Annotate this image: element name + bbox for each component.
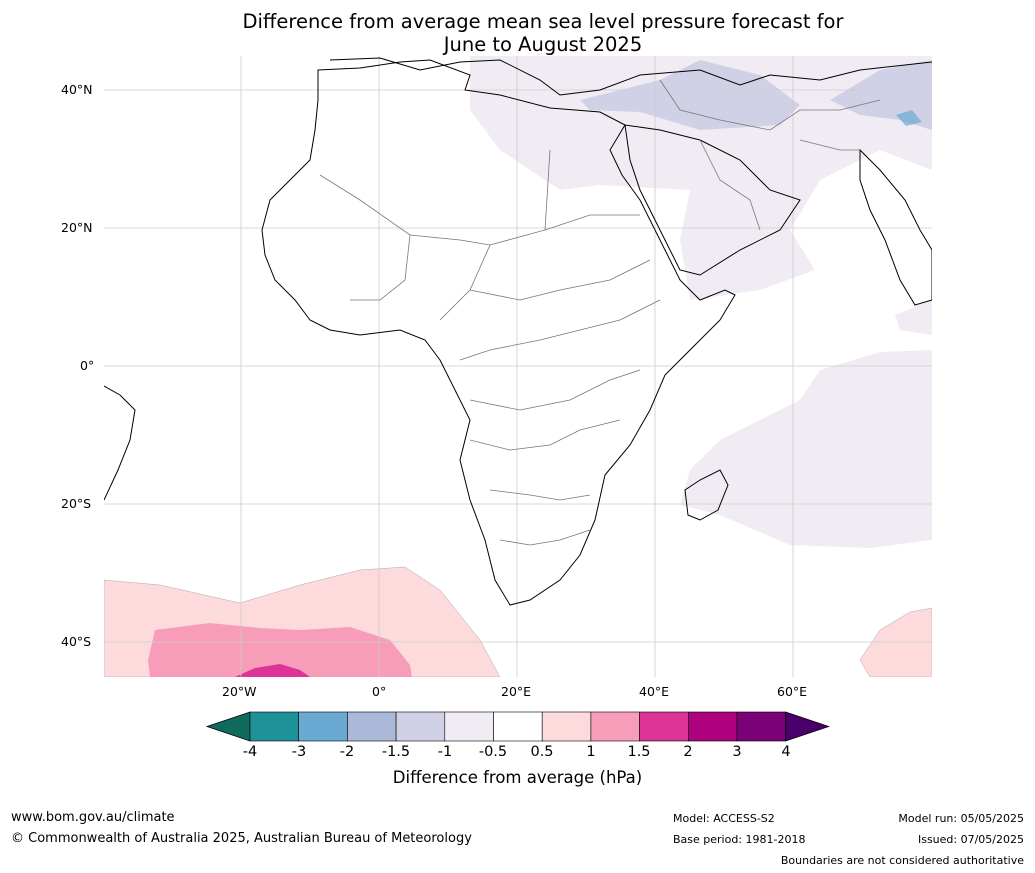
coastlines [104, 57, 932, 606]
anomaly-region-north-low [470, 56, 932, 300]
colorbar-tick: -2 [339, 744, 355, 760]
colorbar-swatch [493, 711, 543, 742]
model-run-date: Model run: 05/05/2025 [898, 812, 1024, 825]
base-period: Base period: 1981-2018 [673, 833, 806, 846]
lat-label-0: 0° [80, 358, 95, 373]
anomaly-region-south-atlantic-high-core [148, 623, 412, 677]
anomaly-region-indian-ocean-low [680, 350, 932, 548]
website-link[interactable]: www.bom.gov.au/climate [11, 810, 175, 825]
europe-coastline [329, 57, 932, 96]
colorbar-label: Difference from average (hPa) [392, 768, 643, 787]
colorbar-swatch [249, 711, 300, 742]
lon-label-0: 0° [372, 684, 387, 699]
colorbar-tick: -0.5 [478, 744, 508, 760]
anomaly-region-north-low-core [580, 60, 800, 130]
colorbar-swatch [687, 711, 738, 742]
lon-label-20e: 20°E [501, 684, 532, 699]
lon-label-40e: 40°E [639, 684, 670, 699]
anomaly-region-south-indian-high [859, 607, 932, 677]
colorbar-swatch [298, 711, 348, 742]
colorbar-tick: 2 [683, 744, 693, 760]
colorbar-swatch [639, 711, 689, 742]
boundary-disclaimer: Boundaries are not considered authoritat… [780, 854, 1024, 867]
title-line-2: June to August 2025 [443, 33, 643, 56]
title-line-1: Difference from average mean sea level p… [242, 10, 844, 33]
lat-label-40s: 40°S [61, 634, 92, 649]
south-america-coastline [104, 385, 136, 501]
colorbar-swatch [395, 711, 446, 742]
colorbar-tick: -1.5 [381, 744, 411, 760]
colorbar-tick: -3 [291, 744, 307, 760]
colorbar-tick: 1 [586, 744, 596, 760]
anomaly-region-asia-low-centre [896, 110, 922, 126]
colorbar-extend-high [785, 711, 830, 742]
india-coastline [859, 148, 932, 306]
map-title: Difference from average mean sea level p… [0, 10, 1035, 56]
model-name: Model: ACCESS-S2 [673, 812, 775, 825]
colorbar-swatch [541, 711, 592, 742]
graticule [104, 56, 932, 677]
colorbar-tick: 4 [781, 744, 791, 760]
lon-label-20w: 20°W [222, 684, 257, 699]
anomaly-region-south-atlantic-high-peak [235, 664, 310, 677]
colorbar-extend-low [205, 711, 251, 742]
madagascar-coastline [684, 469, 729, 521]
colorbar-tick: -1 [437, 744, 453, 760]
arabia-coastline [624, 124, 801, 276]
colorbar-tick: 1.5 [627, 744, 651, 760]
colorbar-tick: -4 [242, 744, 258, 760]
colorbar-swatch [347, 711, 397, 742]
colorbar [205, 711, 830, 742]
colorbar-swatch [444, 711, 494, 742]
colorbar-swatch [736, 711, 787, 742]
colorbar-tick: 3 [732, 744, 742, 760]
lon-label-60e: 60°E [777, 684, 808, 699]
country-borders [319, 79, 881, 546]
lat-label-20n: 20°N [61, 220, 93, 235]
issued-date: Issued: 07/05/2025 [917, 833, 1024, 846]
colorbar-swatch [590, 711, 640, 742]
copyright-notice: © Commonwealth of Australia 2025, Austra… [11, 831, 472, 846]
colorbar-tick: 0.5 [530, 744, 554, 760]
africa-coastline [261, 59, 736, 606]
anomaly-region-arabian-sea-low [895, 300, 932, 335]
lat-label-20s: 20°S [61, 496, 92, 511]
lat-label-40n: 40°N [61, 82, 93, 97]
